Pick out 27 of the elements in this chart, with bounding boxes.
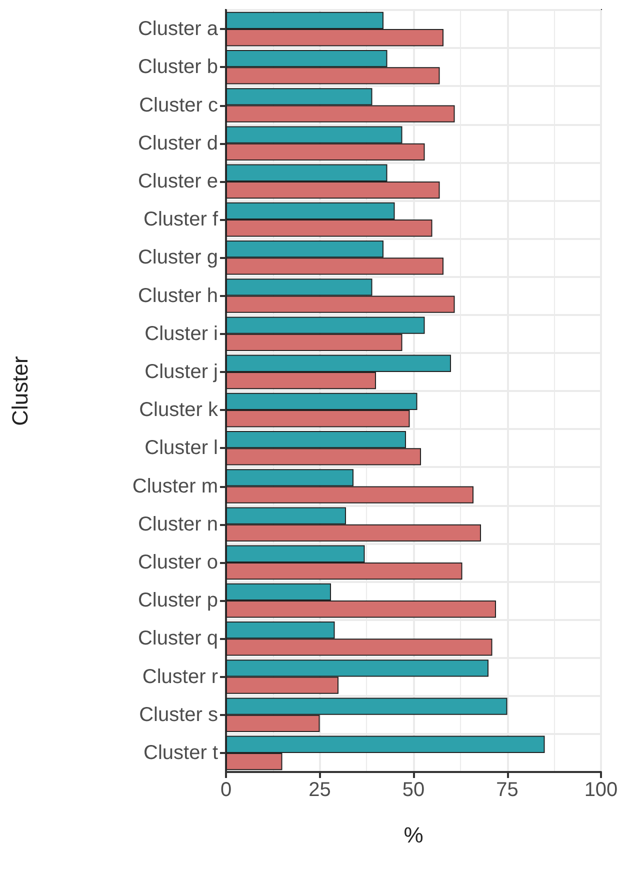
y-tick-label: Cluster m [132,475,218,498]
y-tick-label: Cluster p [138,590,218,612]
y-tick-label: Cluster g [138,246,218,269]
y-tick-label: Cluster e [138,170,218,192]
x-tick-label: 50 [402,779,425,801]
y-tick-label: Cluster b [138,56,218,78]
y-tick-label: Cluster s [139,704,218,726]
x-tick-label: 75 [496,779,518,801]
y-tick-label: Cluster n [138,513,218,536]
y-tick-label: Cluster i [144,322,218,345]
y-tick-label: Cluster f [144,208,218,231]
y-tick-label: Cluster a [138,18,219,40]
y-axis-title: Cluster [8,356,32,426]
y-tick-label: Cluster q [138,628,218,650]
y-tick-label: Cluster c [139,94,218,116]
y-tick-label: Cluster r [142,666,218,688]
x-tick-label: 25 [308,779,331,801]
y-tick-label: Cluster d [138,132,218,154]
y-tick-label: Cluster l [144,437,218,460]
y-tick-label: Cluster j [144,360,218,383]
y-tick-label: Cluster k [139,399,219,422]
x-tick-label: 0 [220,779,232,801]
x-axis-title: % [404,822,424,848]
y-tick-label: Cluster t [144,742,218,764]
y-tick-label: Cluster o [138,551,218,574]
x-tick-label: 100 [584,779,618,801]
y-tick-label: Cluster h [138,284,218,307]
